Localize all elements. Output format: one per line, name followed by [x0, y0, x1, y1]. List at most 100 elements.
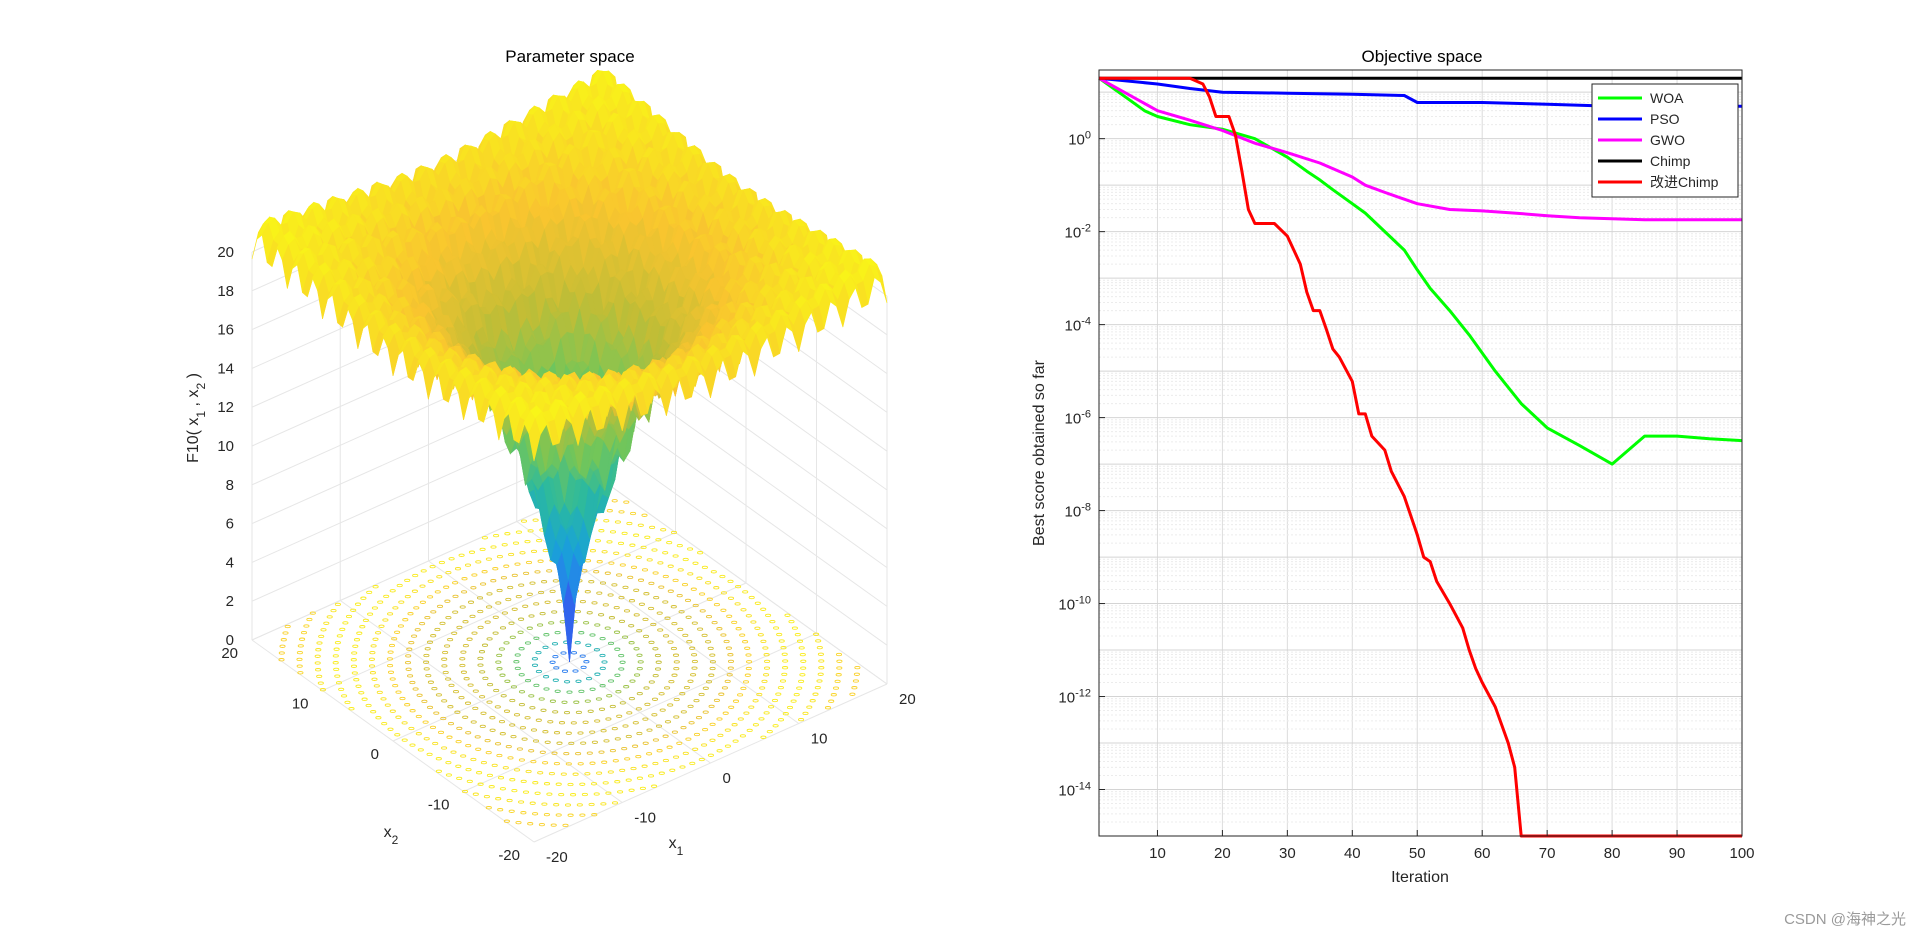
contour-marker	[555, 813, 562, 817]
contour-marker	[780, 646, 787, 650]
contour-marker	[602, 603, 609, 607]
z-tick-label: 0	[226, 632, 234, 649]
contour-marker	[361, 697, 368, 701]
contour-marker	[706, 597, 713, 601]
contour-marker	[677, 627, 684, 632]
contour-marker	[437, 730, 445, 735]
contour-marker	[604, 571, 611, 575]
contour-marker	[651, 697, 659, 701]
contour-marker	[549, 589, 556, 594]
contour-marker	[720, 633, 727, 637]
contour-marker	[835, 652, 843, 657]
contour-marker	[625, 778, 632, 782]
contour-marker	[593, 792, 600, 796]
contour-marker	[798, 646, 805, 650]
contour-marker	[578, 689, 585, 694]
contour-marker	[309, 611, 316, 615]
contour-marker	[584, 559, 592, 563]
contour-marker	[566, 690, 573, 694]
contour-marker	[345, 614, 353, 619]
contour-marker	[690, 673, 697, 677]
contour-marker	[427, 595, 434, 599]
contour-marker	[296, 657, 303, 662]
z-axis-label: F10( x1 , x2 )	[185, 373, 208, 463]
contour-marker	[560, 651, 567, 655]
contour-marker	[601, 550, 608, 554]
contour-marker	[336, 634, 343, 638]
contour-marker	[586, 751, 593, 755]
contour-marker	[296, 650, 303, 655]
contour-marker	[574, 641, 581, 645]
contour-marker	[553, 803, 560, 807]
z-tick-label: 12	[217, 399, 234, 416]
contour-marker	[472, 706, 479, 711]
contour-marker	[728, 705, 735, 709]
contour-marker	[575, 679, 582, 683]
z-tick-label: 20	[217, 244, 234, 261]
contour-marker	[535, 650, 542, 655]
contour-marker	[352, 644, 359, 648]
contour-marker	[670, 646, 677, 651]
legend-label: GWO	[1650, 132, 1685, 148]
contour-marker	[475, 560, 482, 564]
contour-marker	[701, 565, 708, 570]
contour-marker	[567, 813, 574, 817]
contour-marker	[332, 654, 339, 658]
x-tick-label: 60	[1474, 845, 1491, 862]
contour-marker	[679, 692, 686, 696]
contour-marker	[662, 551, 669, 555]
contour-marker	[611, 583, 618, 587]
contour-marker	[404, 578, 411, 583]
contour-marker	[448, 683, 455, 688]
contour-marker	[651, 713, 658, 717]
contour-marker	[662, 600, 669, 604]
contour-marker	[594, 672, 601, 676]
contour-marker	[619, 563, 626, 567]
contour-marker	[407, 674, 414, 678]
contour-marker	[790, 699, 797, 703]
contour-marker	[586, 611, 593, 615]
contour-marker	[630, 511, 637, 516]
contour-marker	[684, 598, 692, 603]
contour-marker	[748, 595, 755, 600]
contour-marker	[375, 631, 382, 635]
contour-marker	[625, 734, 632, 739]
contour-marker	[796, 639, 804, 643]
contour-marker	[606, 509, 613, 513]
contour-marker	[600, 729, 607, 733]
contour-marker	[643, 592, 650, 596]
contour-marker	[594, 539, 601, 543]
contour-marker	[556, 599, 563, 603]
contour-marker	[772, 724, 779, 728]
contour-marker	[636, 653, 643, 657]
contour-marker	[456, 625, 463, 630]
contour-marker	[468, 550, 476, 554]
contour-marker	[554, 689, 561, 693]
contour-marker	[799, 652, 806, 657]
contour-marker	[672, 554, 679, 558]
contour-marker	[574, 609, 581, 614]
contour-marker	[537, 771, 544, 775]
contour-marker	[709, 653, 716, 657]
contour-marker	[315, 668, 322, 672]
contour-marker	[800, 666, 807, 670]
contour-marker	[485, 806, 492, 810]
contour-marker	[423, 667, 430, 671]
contour-marker	[745, 653, 752, 657]
contour-marker	[533, 636, 540, 640]
contour-marker	[416, 693, 423, 697]
contour-marker	[705, 680, 713, 684]
contour-marker	[458, 695, 465, 700]
contour-marker	[641, 764, 648, 768]
legend-label: WOA	[1650, 90, 1684, 106]
contour-marker	[341, 694, 348, 698]
contour-marker	[432, 741, 439, 746]
contour-marker	[387, 670, 395, 674]
contour-marker	[748, 705, 755, 709]
contour-marker	[713, 698, 720, 703]
contour-marker	[603, 519, 610, 523]
contour-marker	[520, 811, 527, 815]
legend: WOA PSO GWO Chimp 改进Chimp	[1591, 83, 1739, 198]
contour-marker	[644, 535, 651, 539]
contour-marker	[655, 724, 663, 728]
